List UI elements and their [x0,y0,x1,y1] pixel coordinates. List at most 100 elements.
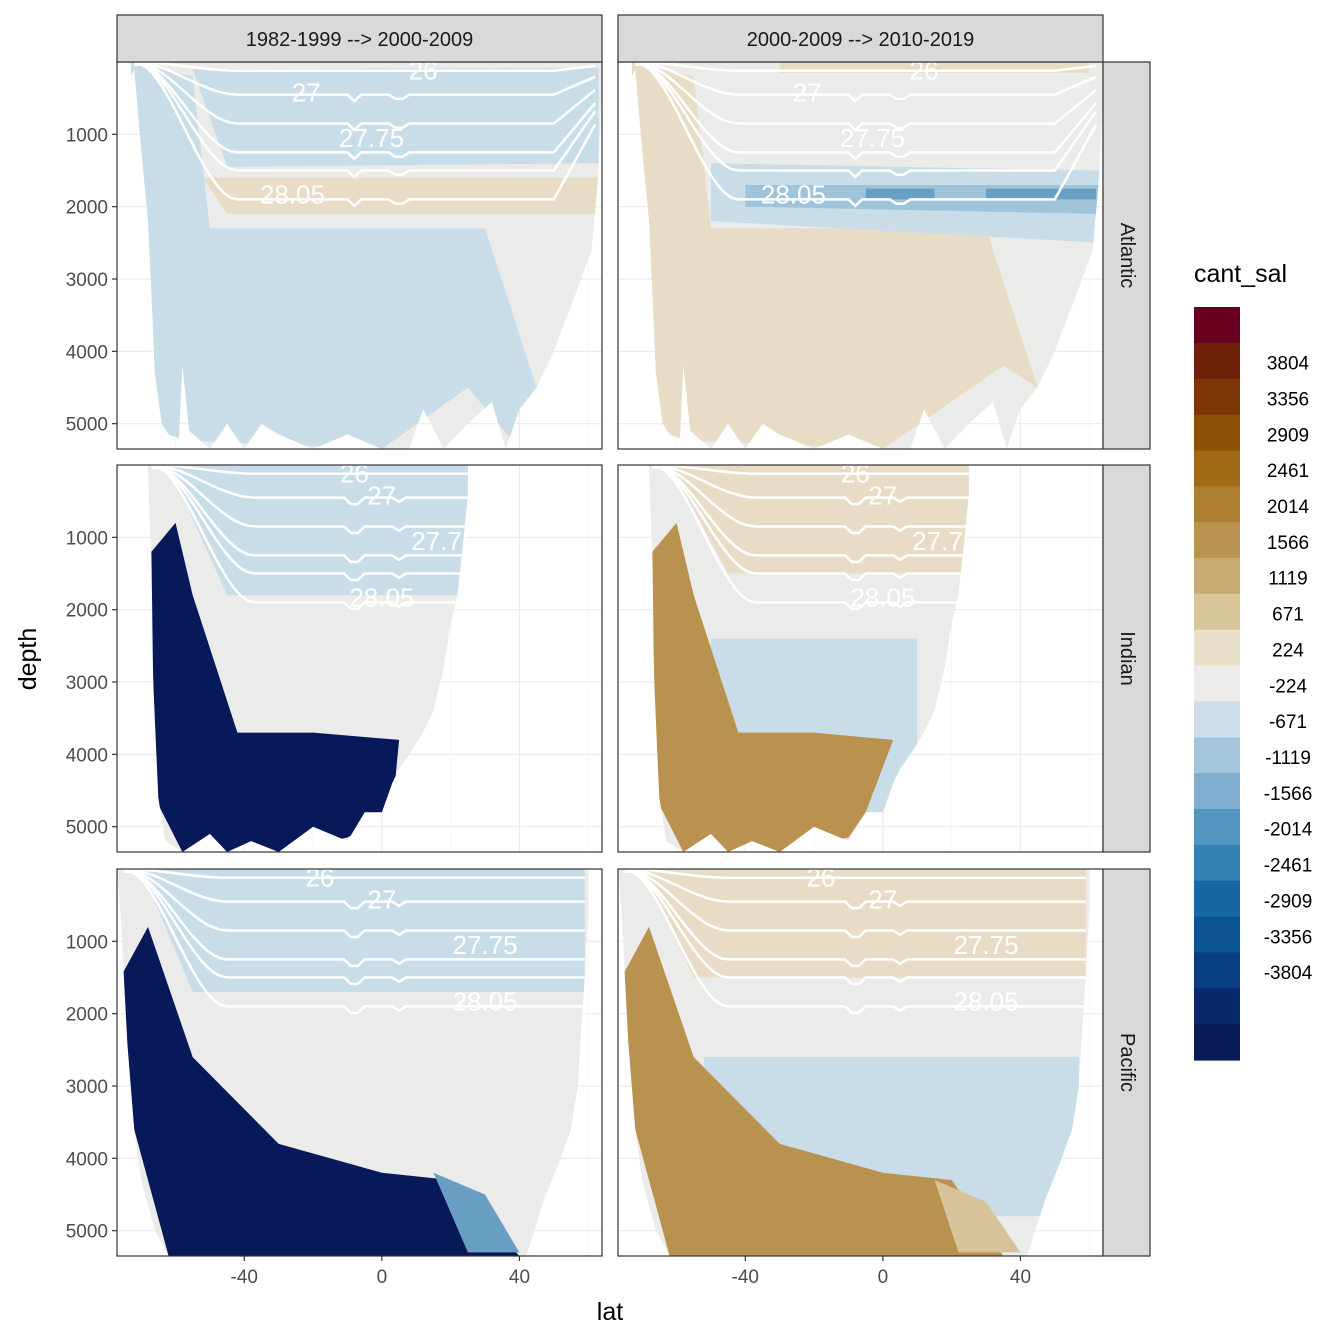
contour-fill [130,62,603,449]
legend: cant_sal 3804 3356 2909 2461 2014 1566 1119 671 2… [1194,260,1313,1061]
contour-label: 28.05 [954,986,1019,1016]
contour-label: 26 [340,459,369,489]
contour-fill [649,465,969,852]
isopycnal-line [151,465,468,475]
legend-color-step [1194,450,1240,487]
contour-label: 28.05 [761,179,826,209]
legend-color-step [1194,307,1240,344]
legend-color-step [1194,844,1240,882]
isopycnal-line [624,869,1086,939]
legend-color-step [1194,952,1240,989]
isopycnal-line [123,869,585,910]
isopycnal-lines [134,62,597,208]
y-tick-label: 1000 [66,528,108,549]
legend-label: 3804 [1267,354,1310,375]
legend-color-step [1194,1024,1240,1061]
isopycnal-line [635,62,1097,103]
legend-label: -671 [1269,712,1307,733]
contour-region [652,522,894,852]
contour-region [642,869,1086,978]
row-strip: Atlantic [1102,61,1151,450]
isopycnal-line [624,869,1086,879]
contour-label: 28.05 [260,179,325,209]
isopycnal-line [624,869,1086,986]
y-tick-label: 3000 [66,270,108,291]
strip-background [1102,464,1151,853]
contour-label: 27.75 [954,930,1019,960]
y-tick-label: 5000 [66,415,108,436]
isopycnal-line [151,466,468,611]
legend-label: -3356 [1264,927,1313,948]
y-tick-label: 4000 [66,745,108,766]
contour-label: 27 [292,77,321,107]
x-tick-label: 0 [878,1267,889,1288]
contour-fill [117,869,589,1256]
isopycnal-line [123,869,585,879]
legend-color-step [1194,809,1240,846]
axis-layer: 1000200030004000500010002000300040005000… [66,125,1031,1288]
isopycnal-line [652,465,969,535]
contour-label: 26 [305,863,334,893]
isopycnal-line [134,62,597,161]
isopycnal-line [123,869,585,986]
strip-label: Pacific [1116,1033,1138,1092]
contour-region [151,522,400,852]
legend-color-step [1194,916,1240,954]
isopycnal-line [134,63,597,208]
contour-region [203,177,599,214]
isopycnal-line [151,465,468,582]
y-tick-label: 4000 [66,1149,108,1170]
y-tick-label: 3000 [66,673,108,694]
strip-background [1102,868,1151,1257]
contour-region [669,465,969,574]
contour-region [631,62,1038,449]
y-axis-title: depth [14,628,42,691]
legend-label: -3804 [1264,963,1313,984]
isopycnal-lines [151,465,468,611]
contour-label: 28.05 [349,582,414,612]
contour-fill [631,62,1103,449]
x-tick-label: -40 [732,1267,759,1288]
contour-label: 26 [806,863,835,893]
legend-label: 3356 [1267,389,1309,410]
legend-color-step [1194,378,1240,416]
contour-label: 27.75 [339,123,404,153]
x-tick-label: 40 [1010,1267,1031,1288]
isopycnal-line [123,869,585,939]
panel-border [116,868,603,1257]
x-axis-title: lat [597,1298,623,1326]
isopycnal-line [624,869,1086,968]
contour-label: 27 [367,884,396,914]
row-strip: Indian [1102,464,1151,853]
isopycnal-line [134,62,597,179]
legend-label: -2461 [1264,856,1313,877]
x-tick-label: 0 [377,1267,388,1288]
contour-label: 28.05 [850,582,915,612]
isopycnal-line [652,465,969,506]
isopycnal-line [635,63,1098,208]
legend-color-step [1194,558,1240,595]
strip-label: 2000-2009 --> 2010-2019 [747,29,974,51]
legend-color-step [1194,414,1240,452]
legend-title: cant_sal [1194,260,1287,288]
legend-color-step [1194,486,1240,523]
strip-layer: 1982-1999 --> 2000-2009 2000-2009 --> 201… [116,14,1151,1257]
y-tick-label: 4000 [66,342,108,363]
panel-layer: 262727.7528.05262727.7528.05262727.7528.… [116,56,1104,1257]
legend-color-step [1194,773,1240,810]
contour-label: 27 [868,884,897,914]
legend-color-step [1194,737,1240,774]
panel-border [116,464,603,853]
contour-region [621,926,1004,1256]
contour-region [120,926,520,1256]
isopycnal-line [151,465,468,506]
isopycnal-lines [635,62,1098,208]
legend-label: 224 [1272,640,1304,661]
isopycnal-line [624,869,1086,910]
y-tick-label: 3000 [66,1077,108,1098]
legend-label: -224 [1269,676,1307,697]
isopycnal-line [134,62,596,72]
legend-color-step [1194,522,1240,559]
